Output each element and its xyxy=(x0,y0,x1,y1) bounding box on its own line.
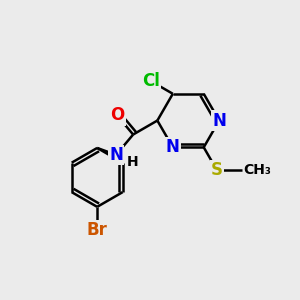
Text: N: N xyxy=(212,112,226,130)
Text: Br: Br xyxy=(87,221,108,239)
Text: Cl: Cl xyxy=(142,72,160,90)
Text: N: N xyxy=(166,138,180,156)
Text: O: O xyxy=(110,106,124,124)
Text: CH₃: CH₃ xyxy=(244,163,272,177)
Text: S: S xyxy=(211,161,223,179)
Text: N: N xyxy=(109,146,123,164)
Text: H: H xyxy=(127,155,138,169)
